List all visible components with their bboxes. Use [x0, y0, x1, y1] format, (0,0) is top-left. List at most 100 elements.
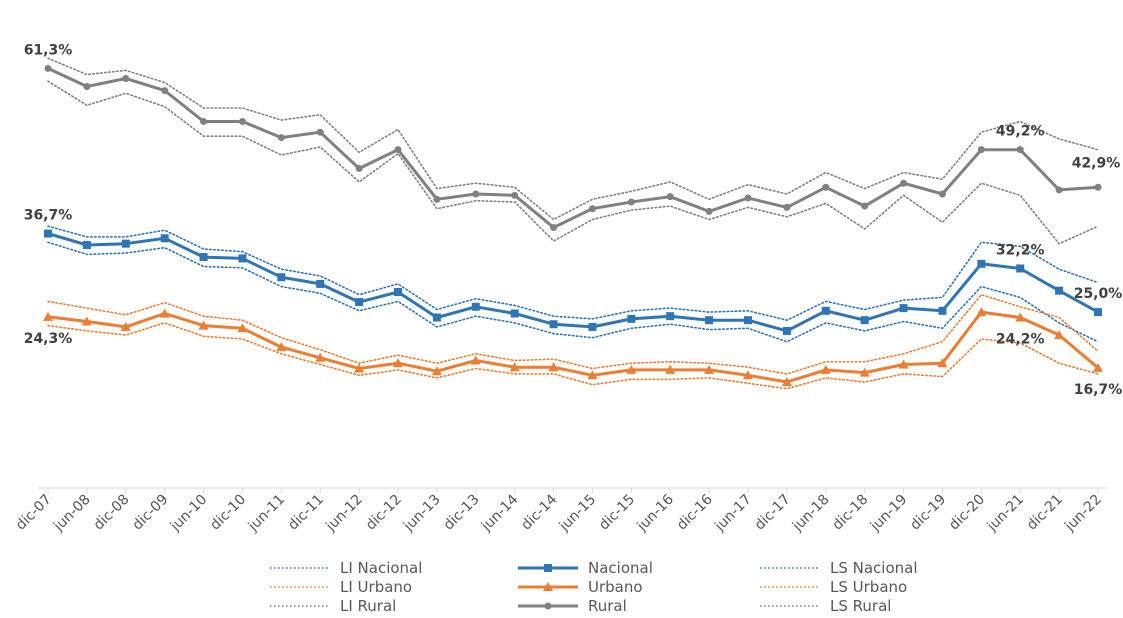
data-point-urbano — [781, 376, 792, 386]
data-point-rural — [627, 198, 635, 206]
series-nacional — [44, 229, 1102, 335]
legend-item-ls-urbano: LS Urbano — [760, 578, 907, 596]
data-point-nacional — [355, 298, 364, 307]
series-line-urbano — [46, 310, 1100, 384]
legend-item-li-urbano: LI Urbano — [270, 578, 412, 596]
x-tick-label: dic-11 — [285, 492, 327, 534]
data-point-nacional — [394, 288, 402, 296]
data-point-rural — [783, 203, 791, 211]
data-point-urbano — [470, 355, 481, 365]
data-point-nacional — [471, 302, 480, 311]
legend-item-li-nacional: LI Nacional — [270, 559, 422, 577]
legend-marker — [544, 564, 552, 572]
data-point-rural — [744, 194, 752, 202]
series-ls-rural — [47, 57, 1099, 221]
x-tick-label: dic-20 — [946, 492, 988, 534]
legend-label: Rural — [588, 597, 627, 615]
series-li-nacional — [47, 241, 1099, 343]
data-point-nacional — [277, 273, 286, 282]
data-point-rural — [900, 179, 908, 187]
legend-label: Urbano — [588, 578, 643, 596]
data-point-rural — [938, 190, 946, 198]
series-li-urbano — [47, 322, 1099, 390]
legend-item-ls-nacional: LS Nacional — [760, 559, 918, 577]
x-tick-label: dic-15 — [596, 492, 638, 534]
x-tick-label: jun-18 — [789, 492, 832, 535]
data-label-nacional: 32,2% — [996, 243, 1045, 259]
series-line-li-rural — [47, 80, 1099, 245]
data-point-urbano — [237, 323, 248, 333]
x-tick-label: jun-08 — [50, 492, 93, 535]
data-point-rural — [44, 64, 52, 72]
x-tick-label: dic-18 — [830, 492, 872, 534]
x-tick-label: jun-12 — [322, 492, 365, 535]
data-point-nacional — [82, 241, 91, 249]
x-tick-label: jun-11 — [245, 492, 288, 535]
data-point-urbano — [898, 359, 909, 369]
data-point-rural — [433, 195, 441, 203]
data-point-urbano — [704, 364, 715, 374]
x-tick-label: jun-13 — [400, 492, 443, 535]
data-point-nacional — [938, 306, 947, 315]
legend-item-ls-rural: LS Rural — [760, 597, 891, 615]
series-layer — [43, 57, 1103, 390]
data-point-nacional — [316, 279, 325, 288]
data-point-rural — [200, 117, 208, 125]
data-point-urbano — [159, 308, 170, 318]
data-label-urbano: 24,3% — [24, 331, 73, 347]
data-point-nacional — [160, 234, 169, 243]
data-point-rural — [1094, 183, 1102, 191]
data-point-nacional — [705, 316, 714, 325]
data-point-urbano — [859, 367, 870, 377]
data-point-urbano — [81, 316, 92, 326]
data-point-nacional — [744, 316, 752, 325]
x-tick-label: jun-17 — [711, 492, 754, 535]
data-point-urbano — [626, 364, 637, 374]
data-point-rural — [977, 146, 985, 154]
legend: LI Nacional Nacional LS Nacional LI Urbano U… — [270, 559, 918, 615]
data-point-urbano — [820, 364, 831, 374]
data-point-rural — [588, 205, 596, 213]
data-point-rural — [1016, 146, 1024, 154]
data-point-rural — [472, 190, 480, 198]
data-point-urbano — [43, 311, 53, 321]
data-point-nacional — [666, 312, 675, 321]
legend-item-nacional: Nacional — [518, 559, 653, 577]
x-tick-label: dic-21 — [1024, 492, 1066, 534]
series-line-nacional — [46, 232, 1100, 333]
data-point-urbano — [1054, 329, 1065, 339]
data-point-urbano — [354, 363, 365, 373]
series-line-li-nacional — [47, 241, 1099, 343]
data-point-nacional — [1016, 264, 1025, 273]
x-tick-label: jun-10 — [167, 492, 210, 535]
data-point-rural — [238, 117, 246, 125]
data-point-nacional — [627, 314, 636, 323]
data-point-urbano — [587, 370, 598, 380]
data-point-urbano — [509, 362, 520, 372]
data-point-rural — [122, 74, 130, 82]
data-point-nacional — [432, 313, 441, 322]
data-point-rural — [316, 128, 324, 136]
data-point-rural — [511, 191, 519, 199]
data-point-urbano — [198, 320, 209, 330]
legend-item-urbano: Urbano — [518, 578, 643, 596]
legend-label: LI Nacional — [340, 559, 422, 577]
series-rural — [44, 64, 1102, 232]
legend-marker — [544, 602, 552, 610]
data-point-nacional — [1055, 286, 1064, 295]
data-point-rural — [394, 146, 402, 154]
data-point-nacional — [782, 326, 791, 335]
legend-label: LS Rural — [830, 597, 891, 615]
data-point-urbano — [393, 358, 403, 368]
legend-label: LI Urbano — [340, 578, 412, 596]
data-point-urbano — [120, 321, 131, 331]
data-label-urbano: 24,2% — [996, 332, 1045, 348]
legend-item-rural: Rural — [518, 597, 627, 615]
x-tick-label: jun-14 — [478, 491, 522, 535]
x-tick-label: dic-08 — [91, 492, 133, 534]
data-label-rural: 49,2% — [996, 124, 1045, 140]
x-tick-label: dic-16 — [674, 491, 716, 533]
data-labels: 61,3% 36,7% 24,3% 49,2% 42,9% 32,2% 25,0% 24,2%… — [24, 42, 1123, 397]
data-point-nacional — [977, 259, 986, 268]
